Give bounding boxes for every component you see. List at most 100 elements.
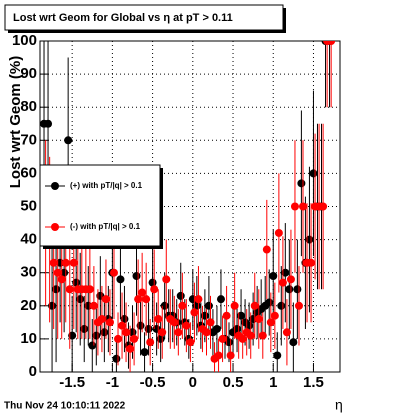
legend-label: (-) with pT/|q| > 0.1 [70,222,141,231]
x-tick-label: 1 [269,374,277,391]
marker [61,258,70,267]
x-axis-label: η [335,397,343,413]
legend: (+) with pT/|q| > 0.1 (-) with pT/|q| > 0… [39,164,163,249]
marker [299,202,308,211]
marker [162,275,171,284]
marker [116,275,125,284]
marker [290,202,299,211]
footer-date: Thu Nov 24 10:10:11 2022 [4,401,126,412]
x-tick-label: -0.5 [140,374,166,391]
marker [254,315,263,324]
marker [186,338,195,347]
y-tick-label: 100 [12,32,37,49]
marker [148,278,157,287]
title-box [4,4,284,31]
marker [182,321,191,330]
marker [88,341,97,350]
marker [142,295,151,304]
marker [44,119,53,128]
marker [138,288,147,297]
marker [214,351,223,360]
marker [158,328,167,337]
marker [258,331,267,340]
marker [294,301,303,310]
marker [53,268,62,277]
marker [118,321,127,330]
marker [274,228,283,237]
marker [101,295,110,304]
marker [204,301,213,310]
marker [319,202,328,211]
marker [273,351,282,360]
marker [297,179,306,188]
marker [277,301,286,310]
marker [289,338,298,347]
marker [218,334,227,343]
marker [265,298,274,307]
marker [246,331,255,340]
y-tick-label: 10 [20,330,37,347]
marker [270,311,279,320]
marker [269,272,278,281]
marker [134,295,143,304]
y-tick-label: 50 [20,197,37,214]
marker [309,169,318,178]
marker [114,334,123,343]
marker [206,318,215,327]
y-tick-label: 20 [20,297,37,314]
y-axis-label: Lost wrt Geom (%) [7,56,24,189]
marker [178,301,187,310]
y-tick-label: 90 [20,65,37,82]
marker [212,324,221,333]
marker [238,334,247,343]
legend-box [39,164,161,247]
marker [222,311,231,320]
marker [285,285,294,294]
marker [170,318,179,327]
marker [327,41,336,45]
marker [150,285,159,294]
marker [293,285,302,294]
marker [194,295,203,304]
marker [282,328,291,337]
x-tick-label: -1 [106,374,119,391]
marker [89,301,98,310]
x-tick-label: 0.5 [223,374,244,391]
marker [174,328,183,337]
marker [230,301,239,310]
marker [154,315,163,324]
marker [122,328,131,337]
y-tick-label: 70 [20,131,37,148]
marker [176,291,185,300]
x-tick-label: -1.5 [59,374,85,391]
marker [65,285,74,294]
marker [226,351,235,360]
legend-label: (+) with pT/|q| > 0.1 [70,181,143,190]
y-tick-label: 30 [20,264,37,281]
marker [69,258,78,267]
marker [85,285,94,294]
marker [286,275,295,284]
marker [262,245,271,254]
marker [307,258,316,267]
marker [190,308,199,317]
y-tick-label: 40 [20,231,37,248]
marker [105,318,114,327]
chart-title: Lost wrt Geom for Global vs η at pT > 0.… [13,12,233,24]
marker [57,275,66,284]
marker [266,318,275,327]
x-tick-label: 0 [189,374,197,391]
marker [216,295,225,304]
legend-marker [51,223,59,231]
marker [140,348,149,357]
marker [109,268,118,277]
marker [202,328,211,337]
marker [97,315,106,324]
marker [49,258,58,267]
marker [278,278,287,287]
y-tick-label: 80 [20,98,37,115]
x-tick-label: 1.5 [303,374,324,391]
marker [132,272,141,281]
marker [146,338,155,347]
